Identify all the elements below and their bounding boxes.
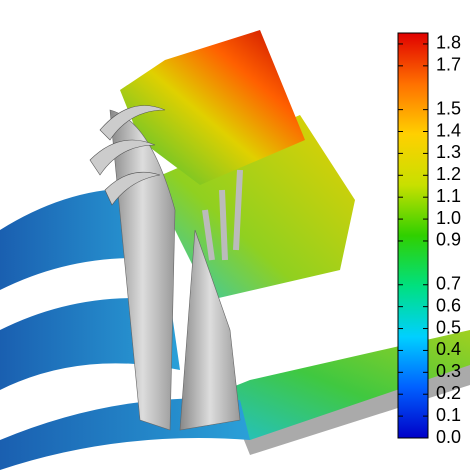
tick-label: 1.4 bbox=[436, 120, 461, 140]
tick-label: 1.7 bbox=[436, 55, 461, 75]
tick-label: 0.9 bbox=[436, 230, 461, 250]
tick-label: 1.1 bbox=[436, 186, 461, 206]
tick-label: 1.0 bbox=[436, 208, 461, 228]
tick-label: 0.1 bbox=[436, 405, 461, 425]
tick-label: 0.3 bbox=[436, 361, 461, 381]
tick-label: 0.7 bbox=[436, 274, 461, 294]
tick-label: 0.5 bbox=[436, 317, 461, 337]
turbine-render bbox=[0, 30, 470, 470]
tick-label: 0.4 bbox=[436, 339, 461, 359]
tick-label: 0.0 bbox=[436, 427, 461, 447]
tick-label: 1.5 bbox=[436, 98, 461, 118]
colorbar: 0.00.10.20.30.40.50.60.70.91.01.11.21.31… bbox=[397, 32, 461, 447]
tick-label: 1.3 bbox=[436, 142, 461, 162]
colorbar-scale bbox=[397, 32, 429, 439]
tick-label: 1.8 bbox=[436, 33, 461, 53]
tick-label: 0.2 bbox=[436, 383, 461, 403]
tick-label: 1.2 bbox=[436, 164, 461, 184]
tick-label: 0.6 bbox=[436, 295, 461, 315]
